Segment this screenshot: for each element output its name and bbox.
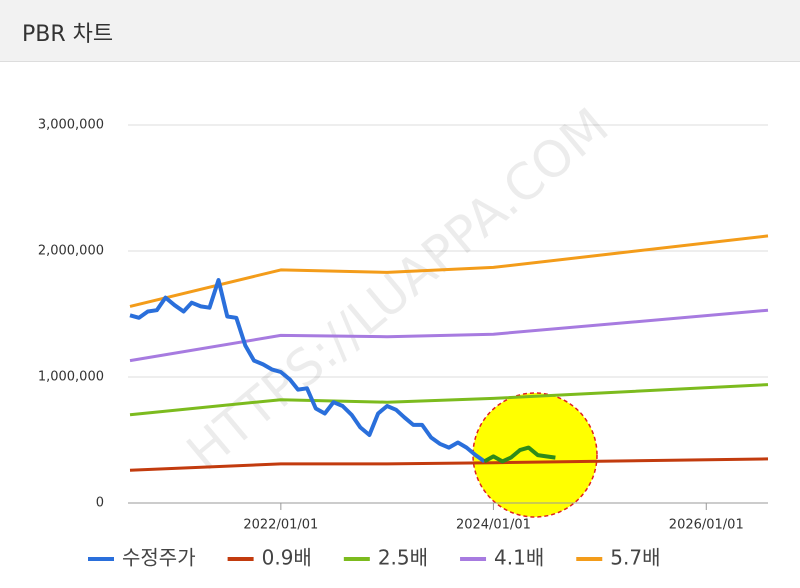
legend-label: 5.7배 [610,546,660,570]
legend-label: 수정주가 [122,546,196,570]
y-tick-label: 2,000,000 [38,244,104,259]
x-tick-label: 2024/01/01 [456,518,531,533]
legend-item: 2.5배 [343,546,428,570]
series-line [129,278,486,464]
y-tick-label: 1,000,000 [38,370,104,385]
legend-item: 수정주가 [88,546,196,570]
x-tick-label: 2022/01/01 [243,518,318,533]
legend-item: 5.7배 [576,546,660,570]
chart: 0 1,000,000 2,000,000 3,000,000 2022/01/01 20… [38,97,769,570]
series-line [483,445,556,464]
series-line [129,457,769,472]
x-tick-label: 2026/01/01 [669,518,744,533]
series-line [129,234,769,308]
legend-item: 0.9배 [227,546,312,570]
header: PBR 차트 [0,0,800,62]
series-line [129,308,769,363]
legend-label: 2.5배 [378,546,428,570]
legend-item: 4.1배 [460,546,544,570]
y-tick-label: 3,000,000 [38,118,104,133]
legend-label: 0.9배 [262,546,312,570]
header-title: PBR 차트 [22,22,114,47]
y-tick-label: 0 [96,496,104,511]
series-line [129,383,769,417]
legend-label: 4.1배 [494,546,544,570]
